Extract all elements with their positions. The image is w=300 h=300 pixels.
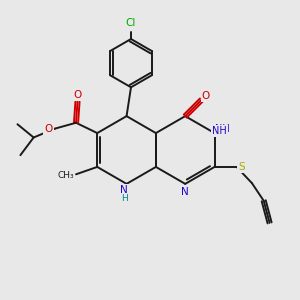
Text: O: O [74,90,82,100]
Text: NH: NH [215,124,230,134]
Text: N: N [181,187,189,197]
Text: N: N [120,185,128,195]
Text: H: H [121,194,128,203]
Text: O: O [44,124,52,134]
Text: NH: NH [212,126,227,136]
Text: Cl: Cl [126,18,136,28]
Text: CH₃: CH₃ [57,171,74,180]
Text: O: O [202,91,210,100]
Text: S: S [238,162,245,172]
